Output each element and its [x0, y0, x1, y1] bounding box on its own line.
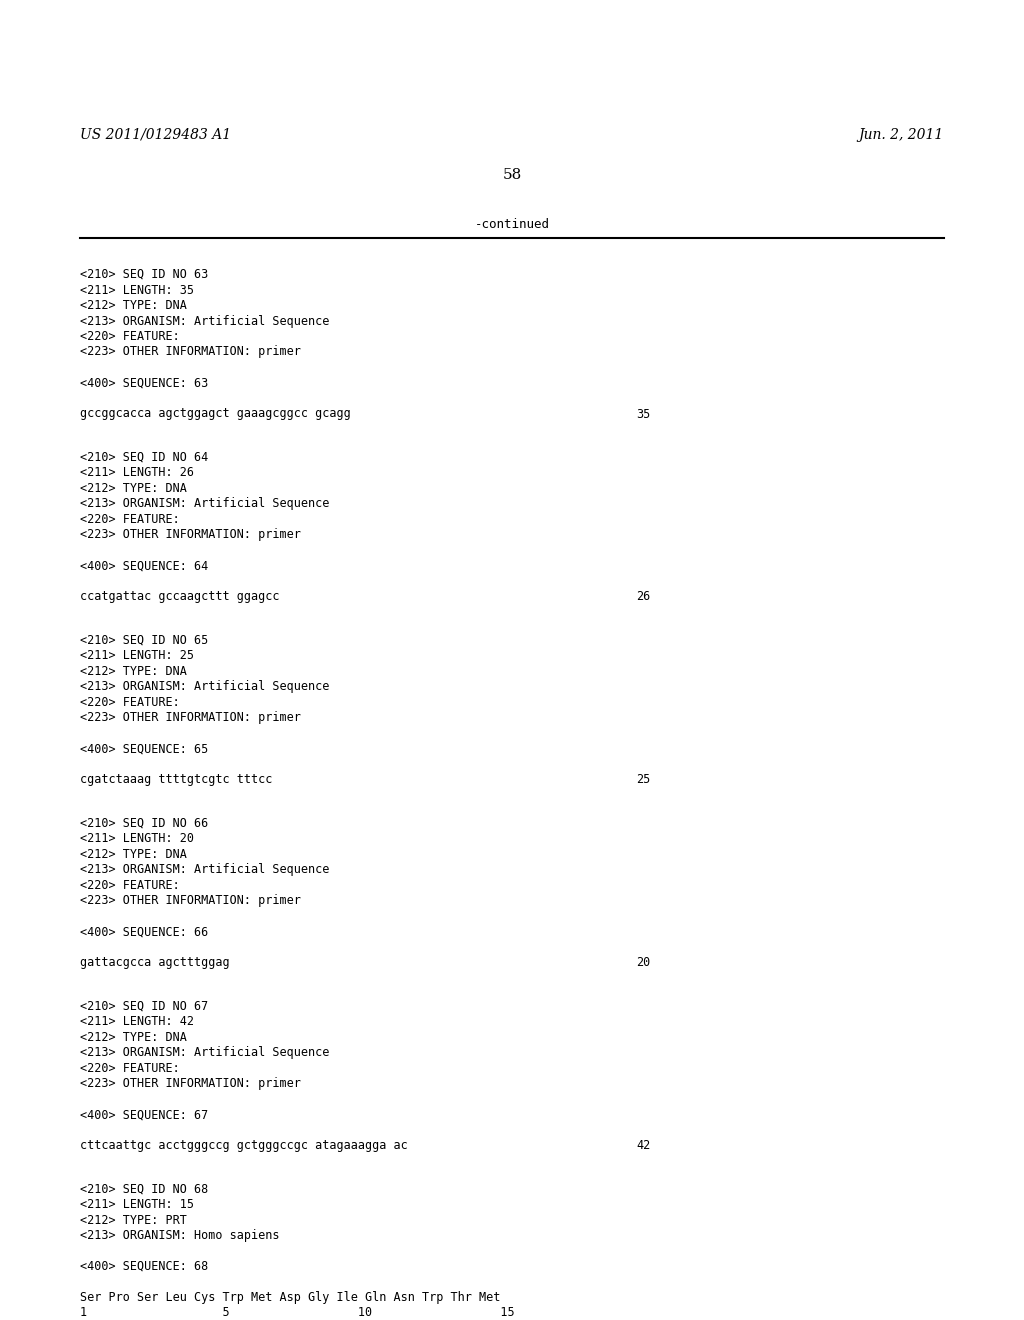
Text: <212> TYPE: DNA: <212> TYPE: DNA — [80, 1031, 186, 1044]
Text: <400> SEQUENCE: 65: <400> SEQUENCE: 65 — [80, 742, 208, 755]
Text: ccatgattac gccaagcttt ggagcc: ccatgattac gccaagcttt ggagcc — [80, 590, 280, 603]
Text: <223> OTHER INFORMATION: primer: <223> OTHER INFORMATION: primer — [80, 1077, 301, 1090]
Text: <400> SEQUENCE: 68: <400> SEQUENCE: 68 — [80, 1261, 208, 1272]
Text: <210> SEQ ID NO 68: <210> SEQ ID NO 68 — [80, 1183, 208, 1196]
Text: <220> FEATURE:: <220> FEATURE: — [80, 879, 180, 892]
Text: gattacgcca agctttggag: gattacgcca agctttggag — [80, 956, 229, 969]
Text: <211> LENGTH: 35: <211> LENGTH: 35 — [80, 284, 194, 297]
Text: 35: 35 — [636, 408, 650, 421]
Text: 1                   5                  10                  15: 1 5 10 15 — [80, 1307, 515, 1320]
Text: <211> LENGTH: 20: <211> LENGTH: 20 — [80, 832, 194, 845]
Text: <211> LENGTH: 15: <211> LENGTH: 15 — [80, 1199, 194, 1210]
Text: <213> ORGANISM: Artificial Sequence: <213> ORGANISM: Artificial Sequence — [80, 314, 330, 327]
Text: 25: 25 — [636, 774, 650, 787]
Text: <400> SEQUENCE: 63: <400> SEQUENCE: 63 — [80, 376, 208, 389]
Text: <213> ORGANISM: Homo sapiens: <213> ORGANISM: Homo sapiens — [80, 1229, 280, 1242]
Text: 26: 26 — [636, 590, 650, 603]
Text: <213> ORGANISM: Artificial Sequence: <213> ORGANISM: Artificial Sequence — [80, 863, 330, 876]
Text: 42: 42 — [636, 1139, 650, 1152]
Text: <210> SEQ ID NO 63: <210> SEQ ID NO 63 — [80, 268, 208, 281]
Text: <400> SEQUENCE: 64: <400> SEQUENCE: 64 — [80, 560, 208, 573]
Text: cttcaattgc acctgggccg gctgggccgc atagaaagga ac: cttcaattgc acctgggccg gctgggccgc atagaaa… — [80, 1139, 408, 1152]
Text: <213> ORGANISM: Artificial Sequence: <213> ORGANISM: Artificial Sequence — [80, 680, 330, 693]
Text: Jun. 2, 2011: Jun. 2, 2011 — [859, 128, 944, 143]
Text: <210> SEQ ID NO 64: <210> SEQ ID NO 64 — [80, 451, 208, 463]
Text: <400> SEQUENCE: 67: <400> SEQUENCE: 67 — [80, 1107, 208, 1121]
Text: <220> FEATURE:: <220> FEATURE: — [80, 330, 180, 343]
Text: <400> SEQUENCE: 66: <400> SEQUENCE: 66 — [80, 925, 208, 939]
Text: -continued: -continued — [474, 218, 550, 231]
Text: 58: 58 — [503, 168, 521, 182]
Text: <212> TYPE: DNA: <212> TYPE: DNA — [80, 300, 186, 312]
Text: <220> FEATURE:: <220> FEATURE: — [80, 696, 180, 709]
Text: <210> SEQ ID NO 66: <210> SEQ ID NO 66 — [80, 817, 208, 830]
Text: <223> OTHER INFORMATION: primer: <223> OTHER INFORMATION: primer — [80, 346, 301, 359]
Text: <220> FEATURE:: <220> FEATURE: — [80, 1061, 180, 1074]
Text: <212> TYPE: DNA: <212> TYPE: DNA — [80, 847, 186, 861]
Text: <210> SEQ ID NO 67: <210> SEQ ID NO 67 — [80, 999, 208, 1012]
Text: <213> ORGANISM: Artificial Sequence: <213> ORGANISM: Artificial Sequence — [80, 1045, 330, 1059]
Text: gccggcacca agctggagct gaaagcggcc gcagg: gccggcacca agctggagct gaaagcggcc gcagg — [80, 408, 351, 421]
Text: <212> TYPE: PRT: <212> TYPE: PRT — [80, 1213, 186, 1226]
Text: <223> OTHER INFORMATION: primer: <223> OTHER INFORMATION: primer — [80, 711, 301, 725]
Text: US 2011/0129483 A1: US 2011/0129483 A1 — [80, 128, 231, 143]
Text: <212> TYPE: DNA: <212> TYPE: DNA — [80, 482, 186, 495]
Text: <223> OTHER INFORMATION: primer: <223> OTHER INFORMATION: primer — [80, 528, 301, 541]
Text: <223> OTHER INFORMATION: primer: <223> OTHER INFORMATION: primer — [80, 894, 301, 907]
Text: <211> LENGTH: 25: <211> LENGTH: 25 — [80, 649, 194, 663]
Text: <211> LENGTH: 42: <211> LENGTH: 42 — [80, 1015, 194, 1028]
Text: cgatctaaag ttttgtcgtc tttcc: cgatctaaag ttttgtcgtc tttcc — [80, 774, 272, 787]
Text: <220> FEATURE:: <220> FEATURE: — [80, 513, 180, 525]
Text: Ser Pro Ser Leu Cys Trp Met Asp Gly Ile Gln Asn Trp Thr Met: Ser Pro Ser Leu Cys Trp Met Asp Gly Ile … — [80, 1291, 501, 1304]
Text: <210> SEQ ID NO 65: <210> SEQ ID NO 65 — [80, 634, 208, 647]
Text: <211> LENGTH: 26: <211> LENGTH: 26 — [80, 466, 194, 479]
Text: 20: 20 — [636, 956, 650, 969]
Text: <212> TYPE: DNA: <212> TYPE: DNA — [80, 665, 186, 677]
Text: <213> ORGANISM: Artificial Sequence: <213> ORGANISM: Artificial Sequence — [80, 498, 330, 511]
